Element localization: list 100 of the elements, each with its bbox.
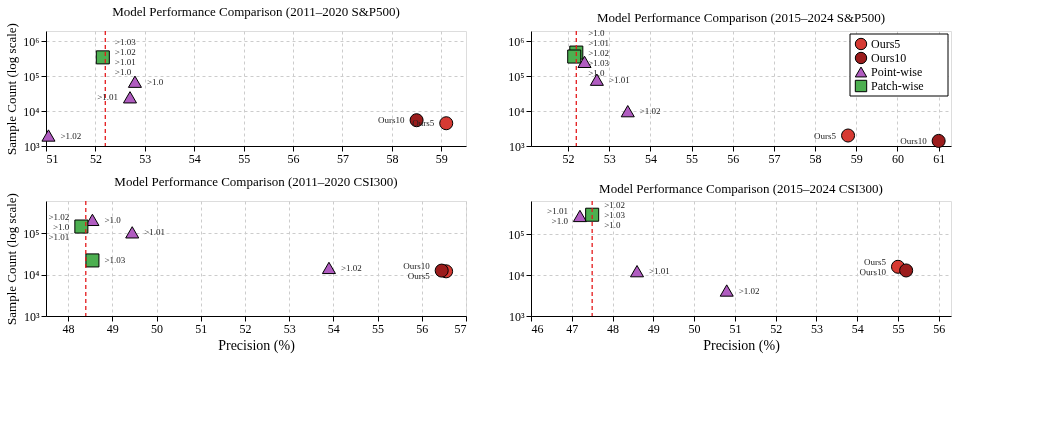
x-tick-label: 54 <box>851 321 864 336</box>
point <box>899 263 914 278</box>
x-tick-label: 54 <box>327 321 340 336</box>
annotation: >1.01 <box>608 74 630 85</box>
annotation: >1.02 <box>48 211 70 222</box>
x-tick-label: 55 <box>686 151 699 166</box>
annotation: Ours10 <box>403 260 431 271</box>
legend-label: Point-wise <box>871 65 923 79</box>
y-tick-label: 10⁵ <box>23 69 40 84</box>
x-tick-label: 53 <box>603 151 616 166</box>
x-tick-label: 51 <box>195 321 208 336</box>
annotation: >1.03 <box>604 209 626 220</box>
annotation: >1.0 <box>146 76 164 87</box>
annotation: Ours10 <box>859 266 887 277</box>
x-tick-label: 57 <box>454 321 467 336</box>
y-tick-label: 10⁶ <box>23 34 40 49</box>
annotation: >1.02 <box>114 47 136 58</box>
point <box>434 263 449 278</box>
x-tick-label: 58 <box>809 151 822 166</box>
point <box>620 105 635 118</box>
x-tick-label: 47 <box>566 321 579 336</box>
x-tick-label: 55 <box>372 321 385 336</box>
x-tick-label: 59 <box>435 151 448 166</box>
x-tick-label: 57 <box>768 151 781 166</box>
point <box>122 91 138 104</box>
x-tick-label: 48 <box>607 321 620 336</box>
chart-title: Model Performance Comparison (2011–2020 CSI300) <box>114 173 398 189</box>
x-tick-label: 49 <box>647 321 660 336</box>
point <box>127 75 142 88</box>
x-axis-title: Precision (%) <box>218 337 296 354</box>
y-tick-label: 10⁵ <box>508 227 525 242</box>
legend-label: Ours10 <box>871 51 907 65</box>
point <box>125 226 140 239</box>
x-tick-label: 57 <box>336 151 349 166</box>
annotation: >1.03 <box>588 57 610 68</box>
y-tick-label: 10³ <box>508 139 525 154</box>
x-tick-label: 56 <box>727 151 740 166</box>
annotation: >1.01 <box>97 92 118 103</box>
x-tick-label: 54 <box>188 151 201 166</box>
annotation: >1.02 <box>340 262 362 273</box>
y-tick-label: 10³ <box>23 309 40 324</box>
x-tick-label: 50 <box>688 321 701 336</box>
x-tick-label: 52 <box>89 151 102 166</box>
x-tick-label: 51 <box>46 151 59 166</box>
x-tick-label: 46 <box>531 321 544 336</box>
point <box>630 265 645 278</box>
x-tick-label: 49 <box>106 321 119 336</box>
x-tick-label: 50 <box>151 321 164 336</box>
point <box>567 49 582 64</box>
x-axis-title: Precision (%) <box>703 337 781 354</box>
legend-label: Patch-wise <box>871 79 924 93</box>
point <box>931 133 946 148</box>
annotation: >1.03 <box>104 255 126 266</box>
x-tick-label: 56 <box>416 321 429 336</box>
point <box>841 128 856 143</box>
annotation: >1.01 <box>48 231 70 242</box>
annotation: >1.0 <box>53 221 70 232</box>
x-tick-label: 56 <box>933 321 946 336</box>
annotation: Ours5 <box>863 256 887 267</box>
annotation: >1.02 <box>639 106 661 117</box>
x-tick-label: 54 <box>644 151 657 166</box>
y-tick-label: 10⁵ <box>508 69 525 84</box>
y-axis-title: Sample Count (log scale) <box>4 193 20 325</box>
x-tick-label: 51 <box>729 321 742 336</box>
x-tick-label: 61 <box>933 151 946 166</box>
point <box>321 261 336 275</box>
x-tick-label: 53 <box>283 321 296 336</box>
x-tick-label: 52 <box>239 321 252 336</box>
point <box>572 209 587 223</box>
y-tick-label: 10⁴ <box>23 268 40 283</box>
y-tick-label: 10⁵ <box>23 226 40 241</box>
point <box>95 50 110 65</box>
annotation: Ours5 <box>814 130 837 141</box>
annotation: >1.01 <box>114 57 136 68</box>
point <box>74 219 89 234</box>
x-tick-label: 55 <box>238 151 251 166</box>
x-tick-label: 59 <box>850 151 863 166</box>
y-tick-label: 10⁴ <box>23 104 40 119</box>
y-axis-title: Sample Count (log scale) <box>4 23 20 155</box>
y-tick-label: 10³ <box>23 139 40 154</box>
annotation: >1.03 <box>114 37 137 48</box>
legend-label: Ours5 <box>871 37 901 51</box>
annotation: >1.02 <box>738 285 760 296</box>
x-tick-label: 48 <box>62 321 75 336</box>
point <box>85 253 100 268</box>
annotation: >1.02 <box>588 47 610 58</box>
annotation: >1.0 <box>588 27 606 38</box>
chart-title: Model Performance Comparison (2011–2020 S&P500) <box>112 3 400 19</box>
chart-title: Model Performance Comparison (2015–2024 S&P500) <box>596 9 886 25</box>
annotation: >1.0 <box>588 67 606 78</box>
annotation: >1.0 <box>551 215 569 226</box>
annotation: >1.01 <box>144 227 166 238</box>
annotation: Ours10 <box>900 135 928 146</box>
annotation: >1.01 <box>649 266 670 277</box>
annotation: >1.01 <box>588 37 610 48</box>
y-tick-label: 10⁶ <box>508 34 525 49</box>
chart-title: Model Performance Comparison (2015–2024 CSI300) <box>599 181 883 197</box>
y-tick-label: 10⁴ <box>508 104 525 119</box>
x-tick-label: 53 <box>139 151 152 166</box>
x-tick-label: 56 <box>287 151 300 166</box>
